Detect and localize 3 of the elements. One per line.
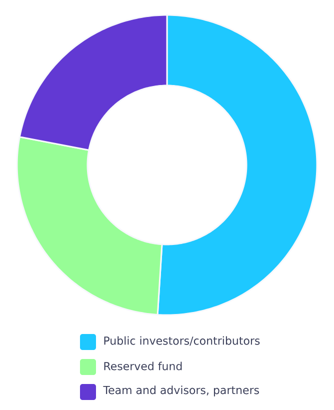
legend-label: Reserved fund: [104, 362, 182, 370]
legend-label: Team and advisors, partners: [103, 386, 259, 396]
legend-label: Public investors/contributors: [104, 336, 260, 346]
